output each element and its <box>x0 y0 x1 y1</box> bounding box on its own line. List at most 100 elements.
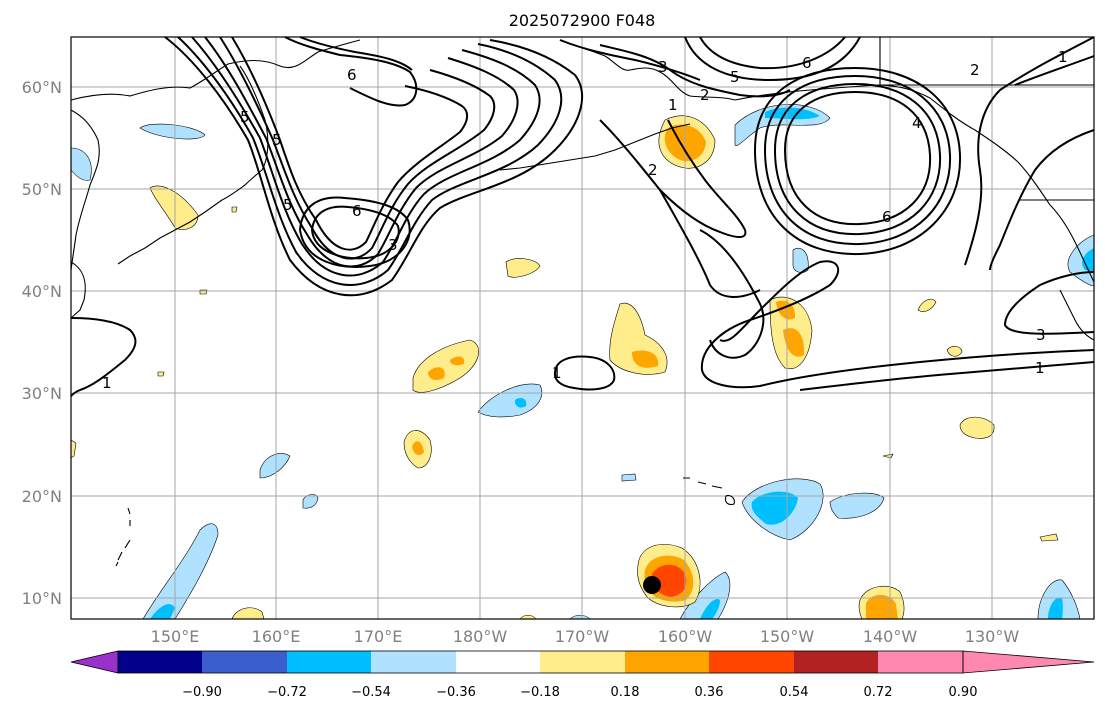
colorbar-tick-label: 0.72 <box>864 685 893 700</box>
coastlines <box>70 37 1095 567</box>
contour-label: 2 <box>700 86 710 104</box>
lon-label: 140°W <box>863 627 918 646</box>
lon-label: 130°W <box>965 627 1020 646</box>
lon-label: 180°W <box>453 627 508 646</box>
map-border <box>70 36 1095 620</box>
colorbar: −0.90 −0.72 −0.54 −0.36 −0.18 0.18 0.36 … <box>70 650 1095 700</box>
storm-center-dot <box>643 576 661 594</box>
colorbar-segment <box>202 651 287 673</box>
contour-label-group: 6 6 6 6 5 5 5 5 3 3 2 2 2 1 1 1 1 1 4 3 <box>102 48 1068 392</box>
coastline-okhotsk <box>70 109 100 271</box>
anomaly-area-pos <box>412 339 479 393</box>
colorbar-segment <box>456 651 540 673</box>
contour-label: 3 <box>658 58 668 76</box>
anomaly-area-neg <box>142 523 219 620</box>
colorbar-tick-label: 0.90 <box>949 685 978 700</box>
contour-label: 5 <box>730 68 740 86</box>
contour-line <box>699 36 846 70</box>
contour-label: 5 <box>283 196 293 214</box>
contour-label: 2 <box>970 61 980 79</box>
colorbar-segment <box>287 651 371 673</box>
anomaly-area-pos <box>651 564 687 597</box>
lon-label: 170°E <box>354 627 403 646</box>
anomaly-area-pos <box>450 356 465 366</box>
contour-label: 3 <box>1036 326 1046 344</box>
contour-label: 6 <box>352 202 362 220</box>
anomaly-area-pos <box>412 441 424 456</box>
anomaly-area-pos <box>428 367 445 380</box>
contour-line <box>1003 271 1095 335</box>
islands-marshall <box>115 507 131 567</box>
contour-label: 1 <box>552 364 562 382</box>
contour-line <box>599 44 791 98</box>
lat-label: 50°N <box>22 180 62 199</box>
coastline-pacific-nw <box>1017 161 1095 283</box>
contour-label: 5 <box>272 131 282 149</box>
contour-line <box>284 36 418 107</box>
anomaly-area-neg <box>621 473 637 482</box>
anomaly-area-pos <box>959 416 995 439</box>
colorbar-segment <box>794 651 878 673</box>
map-panel: 6 6 6 6 5 5 5 5 3 3 2 2 2 1 1 1 1 1 4 3 <box>70 36 1095 620</box>
lat-label: 30°N <box>22 384 62 403</box>
contour-label: 1 <box>1058 48 1068 66</box>
anomaly-area-pos <box>783 328 805 357</box>
coastline-alaska-west <box>559 39 736 101</box>
colorbar-tick-label: 0.36 <box>695 685 724 700</box>
hawaii-islands <box>683 477 735 506</box>
anomaly-area-pos <box>157 371 165 377</box>
colorbar-tick-label: −0.72 <box>267 685 307 700</box>
contour-label: 3 <box>388 236 398 254</box>
anomaly-area-neg <box>792 247 809 273</box>
contour-line <box>231 36 468 251</box>
colorbar-outline <box>117 650 964 674</box>
contour-label: 4 <box>912 114 922 132</box>
lon-label: 170°W <box>555 627 610 646</box>
contour-line <box>763 74 952 246</box>
shaded-anomaly-areas <box>70 104 1095 620</box>
anomaly-area-neg <box>700 599 720 619</box>
contour-line <box>164 36 584 297</box>
coastline-alaska-south <box>734 84 1019 163</box>
anomaly-area-neg <box>765 107 820 120</box>
colorbar-tick-label: −0.18 <box>520 685 560 700</box>
colorbar-segment <box>878 651 963 673</box>
colorbar-segment <box>118 651 202 673</box>
anomaly-area-pos <box>917 298 937 312</box>
contour-label: 1 <box>1035 359 1045 377</box>
contour-lines <box>70 36 1095 397</box>
lon-label: 160°E <box>252 627 301 646</box>
contour-line <box>599 119 747 238</box>
graticule <box>71 37 1094 619</box>
lat-label: 10°N <box>22 589 62 608</box>
colorbar-tick-label: −0.36 <box>436 685 476 700</box>
colorbar-tick-label: −0.54 <box>351 685 391 700</box>
anomaly-area-pos <box>231 607 265 620</box>
contour-line <box>553 355 616 391</box>
colorbar-extend-high <box>962 650 1095 674</box>
anomaly-area-neg <box>1082 248 1094 272</box>
contour-line <box>1014 55 1095 86</box>
anomaly-area-neg <box>751 491 798 525</box>
contour-line <box>310 205 400 260</box>
coastline-kamchatka <box>221 65 269 201</box>
contour-label: 1 <box>668 96 678 114</box>
colorbar-segment <box>371 651 456 673</box>
contour-line <box>699 229 765 359</box>
lon-label: 150°W <box>760 627 815 646</box>
contour-line <box>219 36 496 260</box>
lat-label: 20°N <box>22 487 62 506</box>
contour-line <box>773 82 942 236</box>
anomaly-area-pos <box>632 350 659 368</box>
contour-line <box>700 260 1095 389</box>
lat-label: 40°N <box>22 282 62 301</box>
contour-line <box>799 361 1095 391</box>
contour-line <box>559 39 701 81</box>
map-title: 2025072900 F048 <box>509 11 656 30</box>
contour-line <box>783 90 932 226</box>
anomaly-area-pos <box>946 346 963 357</box>
longitude-labels: 150°E 160°E 170°E 180°W 170°W 160°W 150°… <box>151 627 1020 646</box>
colorbar-extend-low <box>70 650 119 674</box>
colorbar-segment <box>625 651 709 673</box>
